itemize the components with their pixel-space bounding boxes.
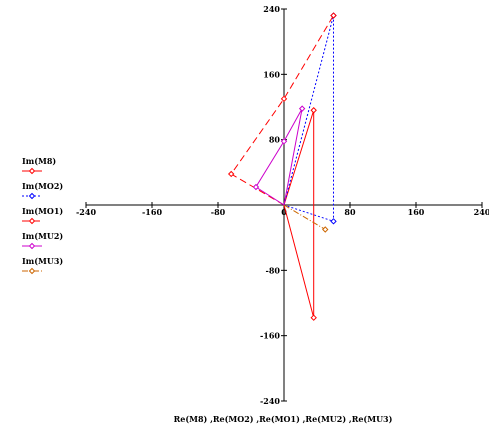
- data-point-marker: [280, 138, 288, 145]
- y-tick-label: 80: [269, 135, 281, 145]
- series-4: [283, 204, 329, 233]
- legend: Im(M8) Im(MO2) Im(MO1) Im(MU2) Im(MU3): [22, 156, 82, 281]
- y-tick-label: 240: [263, 4, 280, 14]
- legend-swatch-marker: [28, 242, 36, 250]
- legend-swatch: [22, 167, 42, 175]
- legend-label: Im(MU3): [22, 256, 64, 266]
- legend-swatch: [22, 267, 42, 275]
- x-axis-label: Re(M8) ,Re(MO2) ,Re(MO1) ,Re(MU2) ,Re(MU…: [173, 414, 393, 424]
- x-tick-label: -80: [211, 207, 226, 217]
- legend-swatch: [22, 192, 42, 200]
- legend-swatch: [22, 242, 42, 250]
- y-tick-label: 160: [263, 69, 280, 79]
- series-0: [283, 107, 317, 321]
- series-line: [283, 110, 315, 318]
- series-line: [255, 108, 303, 206]
- series-line: [230, 15, 334, 206]
- y-tick-label: -80: [266, 265, 281, 275]
- legend-entry: Im(MO1): [22, 206, 82, 231]
- legend-swatch-marker: [28, 267, 36, 275]
- legend-entry: Im(M8): [22, 156, 82, 181]
- data-point-marker: [330, 218, 337, 225]
- legend-swatch-marker: [28, 217, 36, 225]
- data-point-marker: [252, 183, 260, 191]
- data-point-marker: [330, 12, 337, 19]
- x-tick-label: -160: [142, 207, 162, 217]
- series-1: [283, 12, 337, 225]
- axes: -240 -160 -80 0 80 160 240 -240 -160 -80 80 160 240: [76, 4, 489, 406]
- legend-swatch-marker: [28, 167, 36, 175]
- data-point-marker: [310, 107, 317, 114]
- series-3: [252, 105, 306, 206]
- data-point-marker: [280, 95, 288, 103]
- series-2: [227, 12, 337, 206]
- data-point-marker: [322, 226, 329, 233]
- data-point-marker: [310, 314, 317, 321]
- y-tick-label: -240: [260, 396, 280, 406]
- series-line: [283, 204, 326, 230]
- legend-swatch: [22, 217, 42, 225]
- y-tick-label: -160: [260, 331, 280, 341]
- data-point-marker: [298, 105, 306, 112]
- legend-label: Im(M8): [22, 156, 57, 166]
- x-tick-label: 160: [408, 207, 425, 217]
- legend-entry: Im(MU2): [22, 231, 82, 256]
- x-tick-label: 0: [281, 207, 287, 217]
- x-tick-label: -240: [76, 207, 96, 217]
- series-layer: [227, 12, 337, 321]
- legend-label: Im(MU2): [22, 231, 64, 241]
- x-tick-label: 240: [474, 207, 489, 217]
- legend-label: Im(MO1): [22, 206, 64, 216]
- series-line: [283, 15, 334, 222]
- data-point-marker: [227, 170, 235, 178]
- legend-swatch-marker: [28, 192, 36, 200]
- legend-entry: Im(MO2): [22, 181, 82, 206]
- legend-label: Im(MO2): [22, 181, 64, 191]
- legend-entry: Im(MU3): [22, 256, 82, 281]
- x-tick-label: 80: [344, 207, 356, 217]
